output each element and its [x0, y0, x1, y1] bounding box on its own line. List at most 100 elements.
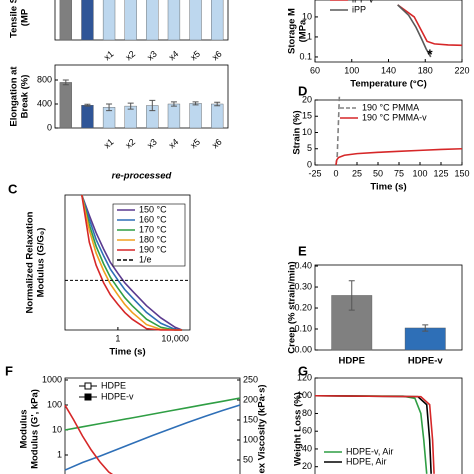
line-series [335, 147, 463, 166]
line-series [64, 404, 114, 474]
error-bar [106, 103, 113, 112]
axis-label: Normalized Relaxation [25, 211, 36, 313]
axis-label: Creep (% strain/min) [287, 261, 298, 353]
y-tick-label: 0.10 [294, 323, 312, 333]
x-tick-label: -25 [308, 168, 321, 178]
x-tick-label: x4 [167, 49, 181, 63]
line-series [64, 404, 241, 471]
x-tick-label: 125 [433, 168, 448, 178]
axis-label: Elongation at [9, 66, 20, 127]
legend-label: 170 °C [139, 224, 167, 234]
panel-label: E [298, 243, 307, 258]
y-tick-label: 15 [302, 111, 312, 121]
bar [211, 0, 224, 41]
x-tick-label: 1 [115, 333, 120, 343]
bar [189, 0, 202, 41]
y-tick-label: 1 [57, 449, 62, 459]
y-tick-label: 5 [307, 143, 312, 153]
y-tick-label: 80 [302, 408, 312, 418]
line-series [81, 194, 182, 331]
legend-label: 190 °C PMMA-v [362, 112, 427, 122]
error-bar [214, 101, 221, 107]
y-tick-label: 400 [37, 98, 52, 108]
y-tick-label: 10 [302, 11, 312, 21]
x-tick-label: x2 [123, 137, 137, 151]
line-series [314, 394, 435, 474]
y-tick-label: 800 [37, 74, 52, 84]
x-tick-label: 100 [412, 168, 427, 178]
axis-label: Storage M [287, 8, 298, 54]
x-tick-label: 75 [394, 168, 404, 178]
bar [81, 0, 94, 41]
bar [167, 0, 181, 41]
legend-label: 150 °C [139, 204, 167, 214]
bar [124, 0, 137, 41]
plot-frame [314, 264, 463, 351]
legend-label: 160 °C [139, 214, 167, 224]
legend-label: iPP-v [352, 0, 374, 4]
axis-label: (MP [20, 8, 31, 26]
x-tick-label: x2 [123, 49, 137, 63]
x-axis-label: Time (s) [370, 182, 406, 193]
x-tick-label: 50 [373, 168, 383, 178]
x-tick-label: 10,000 [161, 333, 189, 343]
legend-label: 190 °C PMMA [362, 102, 419, 112]
x-tick-label: 180 [418, 65, 433, 75]
line-series [81, 194, 182, 331]
axis-label: ex Viscosity (kPa·s) [257, 384, 268, 473]
legend-label: HDPE, Air [346, 456, 387, 466]
error-bar [170, 101, 177, 107]
error-bar [422, 324, 429, 332]
y2-tick-label: 250 [243, 374, 258, 384]
plot-frame [314, 377, 463, 474]
panel-label: F [5, 363, 13, 378]
bar [81, 104, 94, 129]
line-series [81, 194, 183, 331]
x-tick-label: 140 [381, 65, 396, 75]
y-tick-label: 1 [307, 31, 312, 41]
y-tick-label: 0.30 [294, 281, 312, 291]
legend-marker [84, 393, 92, 401]
bar [167, 103, 181, 129]
axis-label: Modulus [19, 409, 30, 448]
bar [59, 82, 72, 129]
bar [102, 0, 116, 41]
legend-label: 180 °C [139, 234, 167, 244]
bar [146, 0, 159, 41]
error-bar [192, 101, 199, 106]
panel-label: G [298, 363, 308, 378]
y2-tick-label: 150 [243, 414, 258, 424]
x-tick-label: x3 [145, 49, 159, 63]
error-bar [149, 99, 156, 112]
panel-label: C [8, 181, 18, 196]
plot-frame [64, 377, 241, 474]
line-series [397, 4, 432, 58]
y-tick-label: 120 [297, 372, 312, 382]
legend-marker [84, 382, 92, 390]
axis-label: Strain (%) [292, 110, 303, 154]
x-tick-label: x3 [145, 137, 159, 151]
x-tick-label: 150 [454, 168, 469, 178]
x-tick-label: HDPE [339, 356, 365, 367]
x-tick-label: x5 [188, 137, 202, 151]
axis-label: Weight Loss (%) [293, 392, 304, 466]
y-tick-label: 0.1 [299, 51, 312, 61]
y-tick-label: 10 [302, 127, 312, 137]
y2-tick-label: 200 [243, 394, 258, 404]
bar [211, 103, 224, 129]
x-tick-label: x4 [167, 137, 181, 151]
y-tick-label: 20 [302, 94, 312, 104]
x-tick-label: 100 [344, 65, 359, 75]
y-tick-label: 10 [52, 424, 62, 434]
legend-label: HDPE [101, 380, 126, 390]
axis-label: Modulus (G/G₀) [36, 228, 47, 298]
y-tick-label: 60 [302, 426, 312, 436]
x-tick-label: x1 [102, 137, 116, 151]
axis-label: Break (%) [20, 75, 31, 119]
x-tick-label: 25 [352, 168, 362, 178]
y-tick-label: 100 [47, 399, 62, 409]
legend-label: HDPE-v, Air [346, 446, 393, 456]
x-tick-label: x1 [102, 49, 116, 63]
x-tick-label: x6 [210, 49, 224, 63]
x-axis-label: Temperature (°C) [350, 79, 426, 90]
